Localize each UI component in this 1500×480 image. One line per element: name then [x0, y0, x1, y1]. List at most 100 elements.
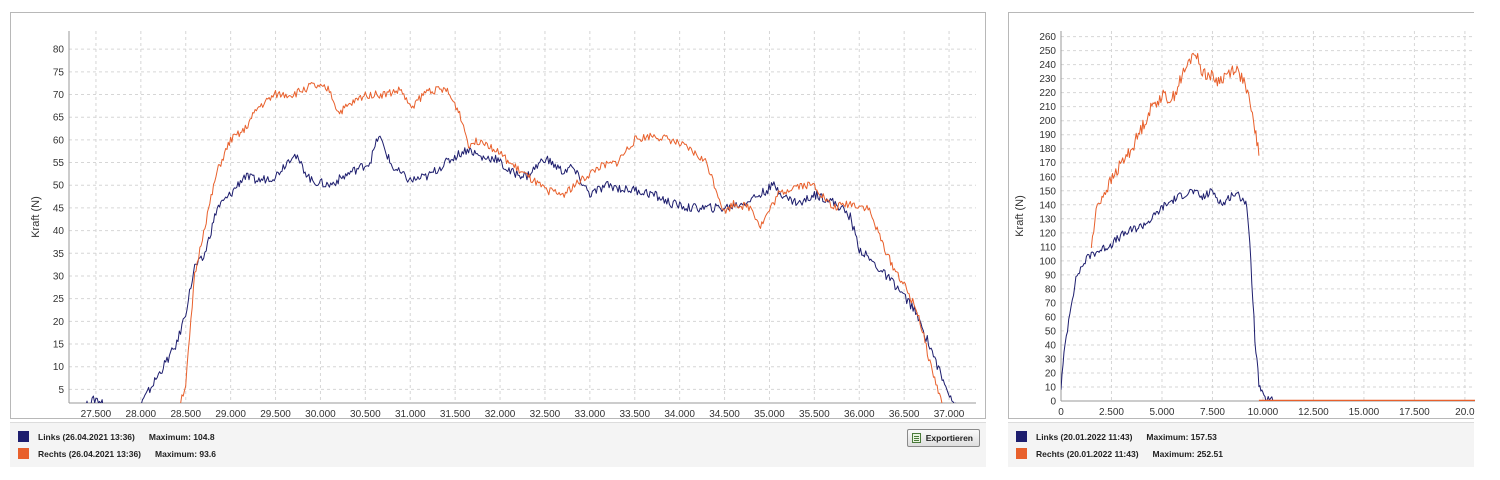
y-tick-label-right: 220	[1039, 88, 1056, 99]
y-tick-label-right: 130	[1039, 214, 1056, 225]
x-tick-label-left: 36.500	[889, 409, 920, 420]
y-tick-label-left: 5	[58, 385, 64, 396]
legend-swatch-links	[18, 431, 29, 442]
x-tick-label-right: 10.000	[1248, 407, 1279, 418]
y-tick-label-right: 190	[1039, 130, 1056, 141]
x-tick-label-left: 36.000	[844, 409, 875, 420]
y-tick-label-right: 160	[1039, 172, 1056, 183]
y-tick-label-left: 25	[53, 294, 65, 305]
legend-maximum-links: Maximum: 104.8	[148, 431, 215, 442]
y-tick-label-left: 50	[53, 181, 65, 192]
y-tick-label-right: 80	[1045, 284, 1057, 295]
series-line-rechts-left	[180, 82, 943, 403]
export-button-label: Exportieren	[925, 433, 973, 443]
y-tick-label-left: 55	[53, 158, 65, 169]
x-tick-label-right: 15.000	[1349, 407, 1380, 418]
y-tick-label-right: 30	[1045, 354, 1057, 365]
y-tick-label-right: 110	[1040, 242, 1056, 253]
y-tick-label-right: 150	[1039, 186, 1056, 197]
legend-entry-rechts-right: Rechts (20.01.2022 11:43) Maximum: 252.5…	[1016, 448, 1223, 459]
y-tick-label-left: 45	[53, 203, 65, 214]
series-line-links-right	[1061, 188, 1475, 401]
y-tick-label-right: 120	[1039, 228, 1056, 239]
x-tick-label-left: 37.000	[934, 409, 965, 420]
legend-label-rechts: Rechts (26.04.2021 13:36)	[38, 448, 142, 459]
chart-legend-left: Links (26.04.2021 13:36) Maximum: 104.8 …	[10, 422, 986, 467]
x-tick-label-left: 34.500	[709, 409, 740, 420]
x-tick-label-right: 7.500	[1200, 407, 1225, 418]
chart-legend-right: Links (20.01.2022 11:43) Maximum: 157.53…	[1008, 422, 1474, 467]
x-tick-label-right: 5.000	[1149, 407, 1174, 418]
y-tick-label-right: 90	[1045, 270, 1057, 281]
legend-maximum-links: Maximum: 157.53	[1146, 431, 1217, 442]
legend-swatch-links	[1016, 431, 1027, 442]
y-axis-title-right: Kraft (N)	[1014, 195, 1026, 237]
y-tick-label-right: 180	[1039, 144, 1056, 155]
y-tick-label-right: 250	[1039, 46, 1056, 57]
y-tick-label-left: 20	[53, 317, 65, 328]
y-tick-label-left: 40	[53, 226, 65, 237]
y-tick-label-right: 20	[1045, 368, 1057, 379]
x-tick-label-left: 30.000	[305, 409, 336, 420]
legend-label-links: Links (26.04.2021 13:36)	[38, 431, 135, 442]
x-tick-label-left: 32.500	[530, 409, 561, 420]
y-tick-label-right: 40	[1045, 340, 1057, 351]
y-tick-label-right: 50	[1045, 326, 1057, 337]
y-tick-label-left: 10	[53, 362, 65, 373]
x-tick-label-left: 27.500	[81, 409, 112, 420]
y-tick-label-left: 65	[53, 113, 65, 124]
series-line-rechts-right	[1090, 52, 1260, 249]
x-tick-label-left: 33.000	[575, 409, 606, 420]
x-tick-label-left: 31.500	[440, 409, 471, 420]
x-tick-label-right: 2.500	[1099, 407, 1124, 418]
chart-plot-area-right: 0 2.500 5.000 7.500 10.000 12.500 15.000 17.500…	[1008, 12, 1475, 419]
y-tick-label-right: 70	[1045, 298, 1057, 309]
x-tick-label-left: 28.000	[126, 409, 157, 420]
chart-plot-area-left: 27.500 28.000 28.500 29.000 29.500 30.000 30.5…	[10, 12, 986, 420]
spreadsheet-icon	[911, 433, 921, 443]
export-button[interactable]: Exportieren	[906, 429, 980, 447]
y-tick-label-right: 10	[1045, 382, 1057, 393]
x-tick-label-left: 34.000	[664, 409, 695, 420]
chart-svg-right: 0 2.500 5.000 7.500 10.000 12.500 15.000 17.500…	[1014, 31, 1475, 418]
y-tick-label-right: 0	[1050, 397, 1056, 408]
y-tick-label-right: 240	[1039, 60, 1056, 71]
legend-swatch-rechts	[18, 448, 29, 459]
x-tick-label-right: 12.500	[1298, 407, 1329, 418]
y-tick-label-right: 200	[1039, 116, 1056, 127]
chart-svg-left: 27.500 28.000 28.500 29.000 29.500 30.000 30.5…	[30, 31, 976, 420]
x-tick-label-right: 0	[1058, 407, 1064, 418]
y-tick-label-left: 60	[53, 135, 65, 146]
y-tick-label-right: 210	[1039, 102, 1056, 113]
y-tick-label-left: 80	[53, 45, 65, 56]
x-tick-label-left: 32.000	[485, 409, 516, 420]
y-tick-label-left: 15	[53, 340, 65, 351]
legend-label-links: Links (20.01.2022 11:43)	[1036, 431, 1133, 442]
x-tick-label-right: 17.500	[1399, 407, 1430, 418]
legend-maximum-rechts: Maximum: 252.51	[1152, 448, 1223, 459]
legend-maximum-rechts: Maximum: 93.6	[155, 448, 216, 459]
x-tick-label-left: 28.500	[170, 409, 201, 420]
y-tick-label-right: 60	[1045, 312, 1057, 323]
legend-entry-rechts-left: Rechts (26.04.2021 13:36) Maximum: 93.6	[18, 448, 216, 459]
y-tick-label-left: 70	[53, 90, 65, 101]
y-tick-label-left: 35	[53, 249, 65, 260]
x-tick-label-left: 31.000	[395, 409, 426, 420]
legend-label-rechts: Rechts (20.01.2022 11:43)	[1036, 448, 1139, 459]
x-tick-label-left: 33.500	[619, 409, 650, 420]
chart-panel-left: 27.500 28.000 28.500 29.000 29.500 30.000 30.5…	[10, 12, 986, 467]
y-tick-label-right: 230	[1039, 74, 1056, 85]
y-axis-title-left: Kraft (N)	[30, 196, 42, 238]
x-tick-label-left: 35.000	[754, 409, 785, 420]
y-tick-label-right: 260	[1039, 32, 1056, 43]
series-line-links-left	[86, 135, 957, 403]
chart-panel-right: 0 2.500 5.000 7.500 10.000 12.500 15.000 17.500…	[1008, 12, 1475, 467]
y-tick-label-left: 75	[53, 67, 65, 78]
y-tick-label-right: 100	[1039, 256, 1056, 267]
y-tick-label-right: 140	[1039, 200, 1056, 211]
x-tick-label-left: 29.000	[215, 409, 246, 420]
legend-swatch-rechts	[1016, 448, 1027, 459]
x-tick-label-left: 30.500	[350, 409, 381, 420]
legend-entry-links-right: Links (20.01.2022 11:43) Maximum: 157.53	[1016, 431, 1217, 442]
y-tick-label-left: 30	[53, 271, 65, 282]
